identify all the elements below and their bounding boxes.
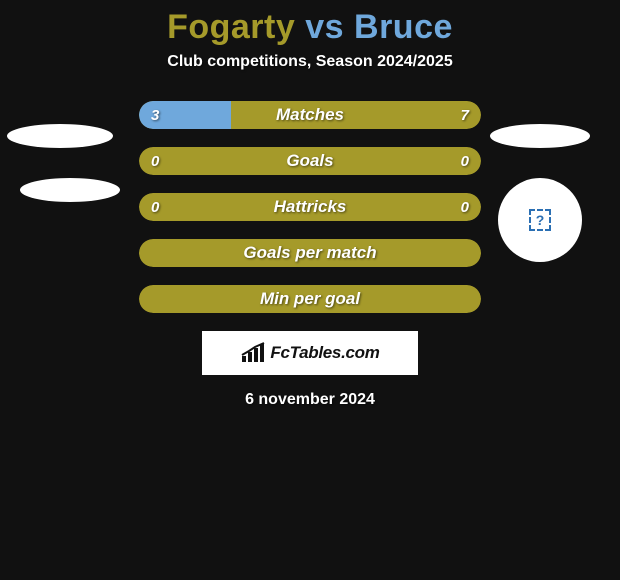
subtitle: Club competitions, Season 2024/2025 [0,53,620,71]
bar-row: 00Hattricks [139,193,481,221]
bar-label: Min per goal [139,285,481,313]
brand-chart-icon [240,342,266,364]
brand-badge: FcTables.com [202,331,418,375]
title-vs: vs [305,8,344,46]
avatar-placeholder-right-2: ? [498,178,582,262]
date-line: 6 november 2024 [0,391,620,409]
bar-label: Goals [139,147,481,175]
bar-label: Matches [139,101,481,129]
avatar-placeholder-left-1 [7,124,113,148]
bar-row: 37Matches [139,101,481,129]
avatar-unknown-glyph: ? [536,212,545,228]
title-player-a: Fogarty [167,8,295,46]
avatar-placeholder-right-1 [490,124,590,148]
bar-label: Goals per match [139,239,481,267]
bar-row: Min per goal [139,285,481,313]
comparison-bars: 37Matches 00Goals 00Hattricks Goals per mat… [139,101,481,313]
title-player-b: Bruce [354,8,453,46]
bar-label: Hattricks [139,193,481,221]
brand-text: FcTables.com [270,343,379,363]
avatar-unknown-icon: ? [529,209,551,231]
avatar-placeholder-left-2 [20,178,120,202]
page-title: Fogarty vs Bruce [0,0,620,47]
bar-row: 00Goals [139,147,481,175]
bar-row: Goals per match [139,239,481,267]
